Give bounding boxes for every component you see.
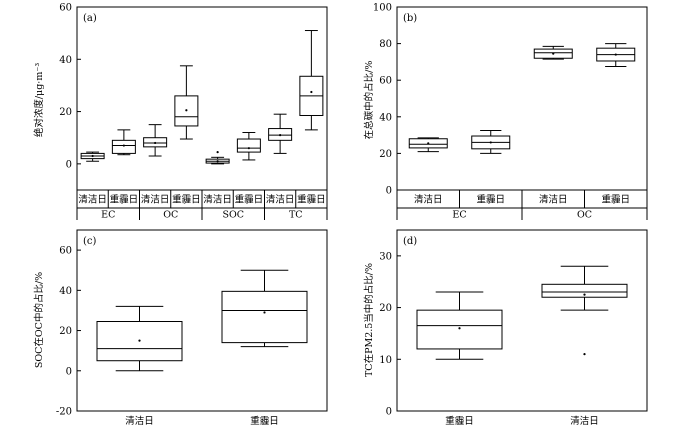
mean-point [138,339,141,342]
group-label: TC [289,210,303,221]
mean-point [247,147,250,150]
panel-b: 0 20 40 60 80 100 (b) 在总碳中的占比/% 清洁日 重霾日 清洁日 重霾日 EC OC [363,3,648,221]
panel-label: (b) [403,13,417,24]
category-label: 重霾日 [445,415,474,427]
y-tick-label: 0 [66,159,72,170]
category-label: 重霾日 [235,194,264,206]
y-tick-label: 20 [379,149,392,160]
mean-point [458,327,461,330]
group-label: EC [101,210,115,221]
box-1 [541,265,628,356]
mean-point [263,311,266,314]
outlier-point [216,150,219,154]
box-0 [96,305,183,372]
mean-point [583,293,586,296]
y-tick-label: 0 [386,407,392,418]
panel-label: (a) [83,13,97,24]
mean-point [489,141,492,144]
group-label: SOC [222,210,244,221]
category-label: 重霾日 [297,194,326,206]
y-tick-label: 80 [379,39,392,50]
group-label: OC [577,210,592,221]
box-1 [111,129,136,156]
category-label: 清洁日 [539,194,568,206]
group-label: EC [452,210,466,221]
category-label: 重霾日 [172,194,201,206]
mean-point [185,109,188,112]
box-7 [299,30,324,131]
box-3 [596,43,636,67]
y-axis-label: 绝对浓度/μg·m⁻³ [33,63,45,137]
category-label: 清洁日 [125,415,154,427]
y-tick-label: 60 [59,3,72,14]
y-tick-label: 40 [59,55,72,66]
iqr-box [221,290,308,344]
iqr-box [236,138,261,153]
category-label: 清洁日 [203,194,232,206]
y-tick-label: 60 [59,246,72,257]
box-4 [205,150,230,165]
panel-c: -20 0 20 40 60 (c) SOC在OC中的占比/% 清洁日 重霾日 [33,229,328,427]
category-label: 重霾日 [601,194,630,206]
box-0 [416,291,503,360]
iqr-box [416,309,503,350]
mean-point [91,154,94,158]
plot-frame [396,229,648,412]
y-tick-label: 40 [59,286,72,297]
category-label: 重霾日 [250,415,279,427]
box-2 [533,45,573,60]
panel-a: 0204060(a)绝对浓度/μg·m⁻³清洁日 重霾日 清洁日 重霾日 清洁日 重霾日清… [33,3,328,221]
mean-point [427,142,430,145]
group-label: OC [163,210,178,221]
box-1 [221,269,308,348]
plot-frame [76,6,328,191]
y-tick-label: 20 [59,107,72,118]
panel-d: 0 10 20 30 (d) TC在PM2.5当中的占比/% 重霾日 清洁日 [363,229,648,427]
mean-point [310,90,313,94]
panel-label: (c) [83,236,97,247]
y-axis-label: 在总碳中的占比/% [363,61,375,140]
mean-point [614,53,617,56]
y-tick-label: 0 [66,366,72,377]
y-tick-label: 30 [379,251,392,262]
panel-label: (d) [403,236,417,247]
iqr-box [111,139,136,154]
y-tick-label: 20 [379,303,392,314]
y-tick-label: 60 [379,76,392,87]
iqr-box [541,283,628,298]
box-2 [143,124,168,157]
category-label: 清洁日 [266,194,295,206]
box-6 [268,113,293,154]
box-0 [80,151,105,162]
y-axis-label: SOC在OC中的占比/% [33,272,45,368]
box-3 [174,65,199,140]
category-label: 清洁日 [414,194,443,206]
outlier-point [583,353,586,356]
plot-frame [396,6,648,191]
y-axis-label: TC在PM2.5当中的占比/% [363,263,375,377]
box-5 [236,131,261,161]
plot-frame [76,229,328,412]
category-label: 清洁日 [570,415,599,427]
y-tick-label: -20 [56,407,72,418]
mean-point [552,52,555,55]
y-tick-label: 10 [379,355,392,366]
box-0 [408,137,448,153]
mean-point [279,134,282,137]
category-label: 重霾日 [110,194,139,206]
category-label: 清洁日 [141,194,170,206]
y-tick-label: 40 [379,112,392,123]
mean-point [122,144,125,147]
mean-point [216,160,219,163]
y-tick-label: 0 [386,186,392,197]
category-label: 清洁日 [78,194,107,206]
category-label: 重霾日 [476,194,505,206]
y-tick-label: 100 [373,3,392,14]
mean-point [154,141,157,145]
box-1 [471,130,511,154]
y-tick-label: 20 [59,326,72,337]
